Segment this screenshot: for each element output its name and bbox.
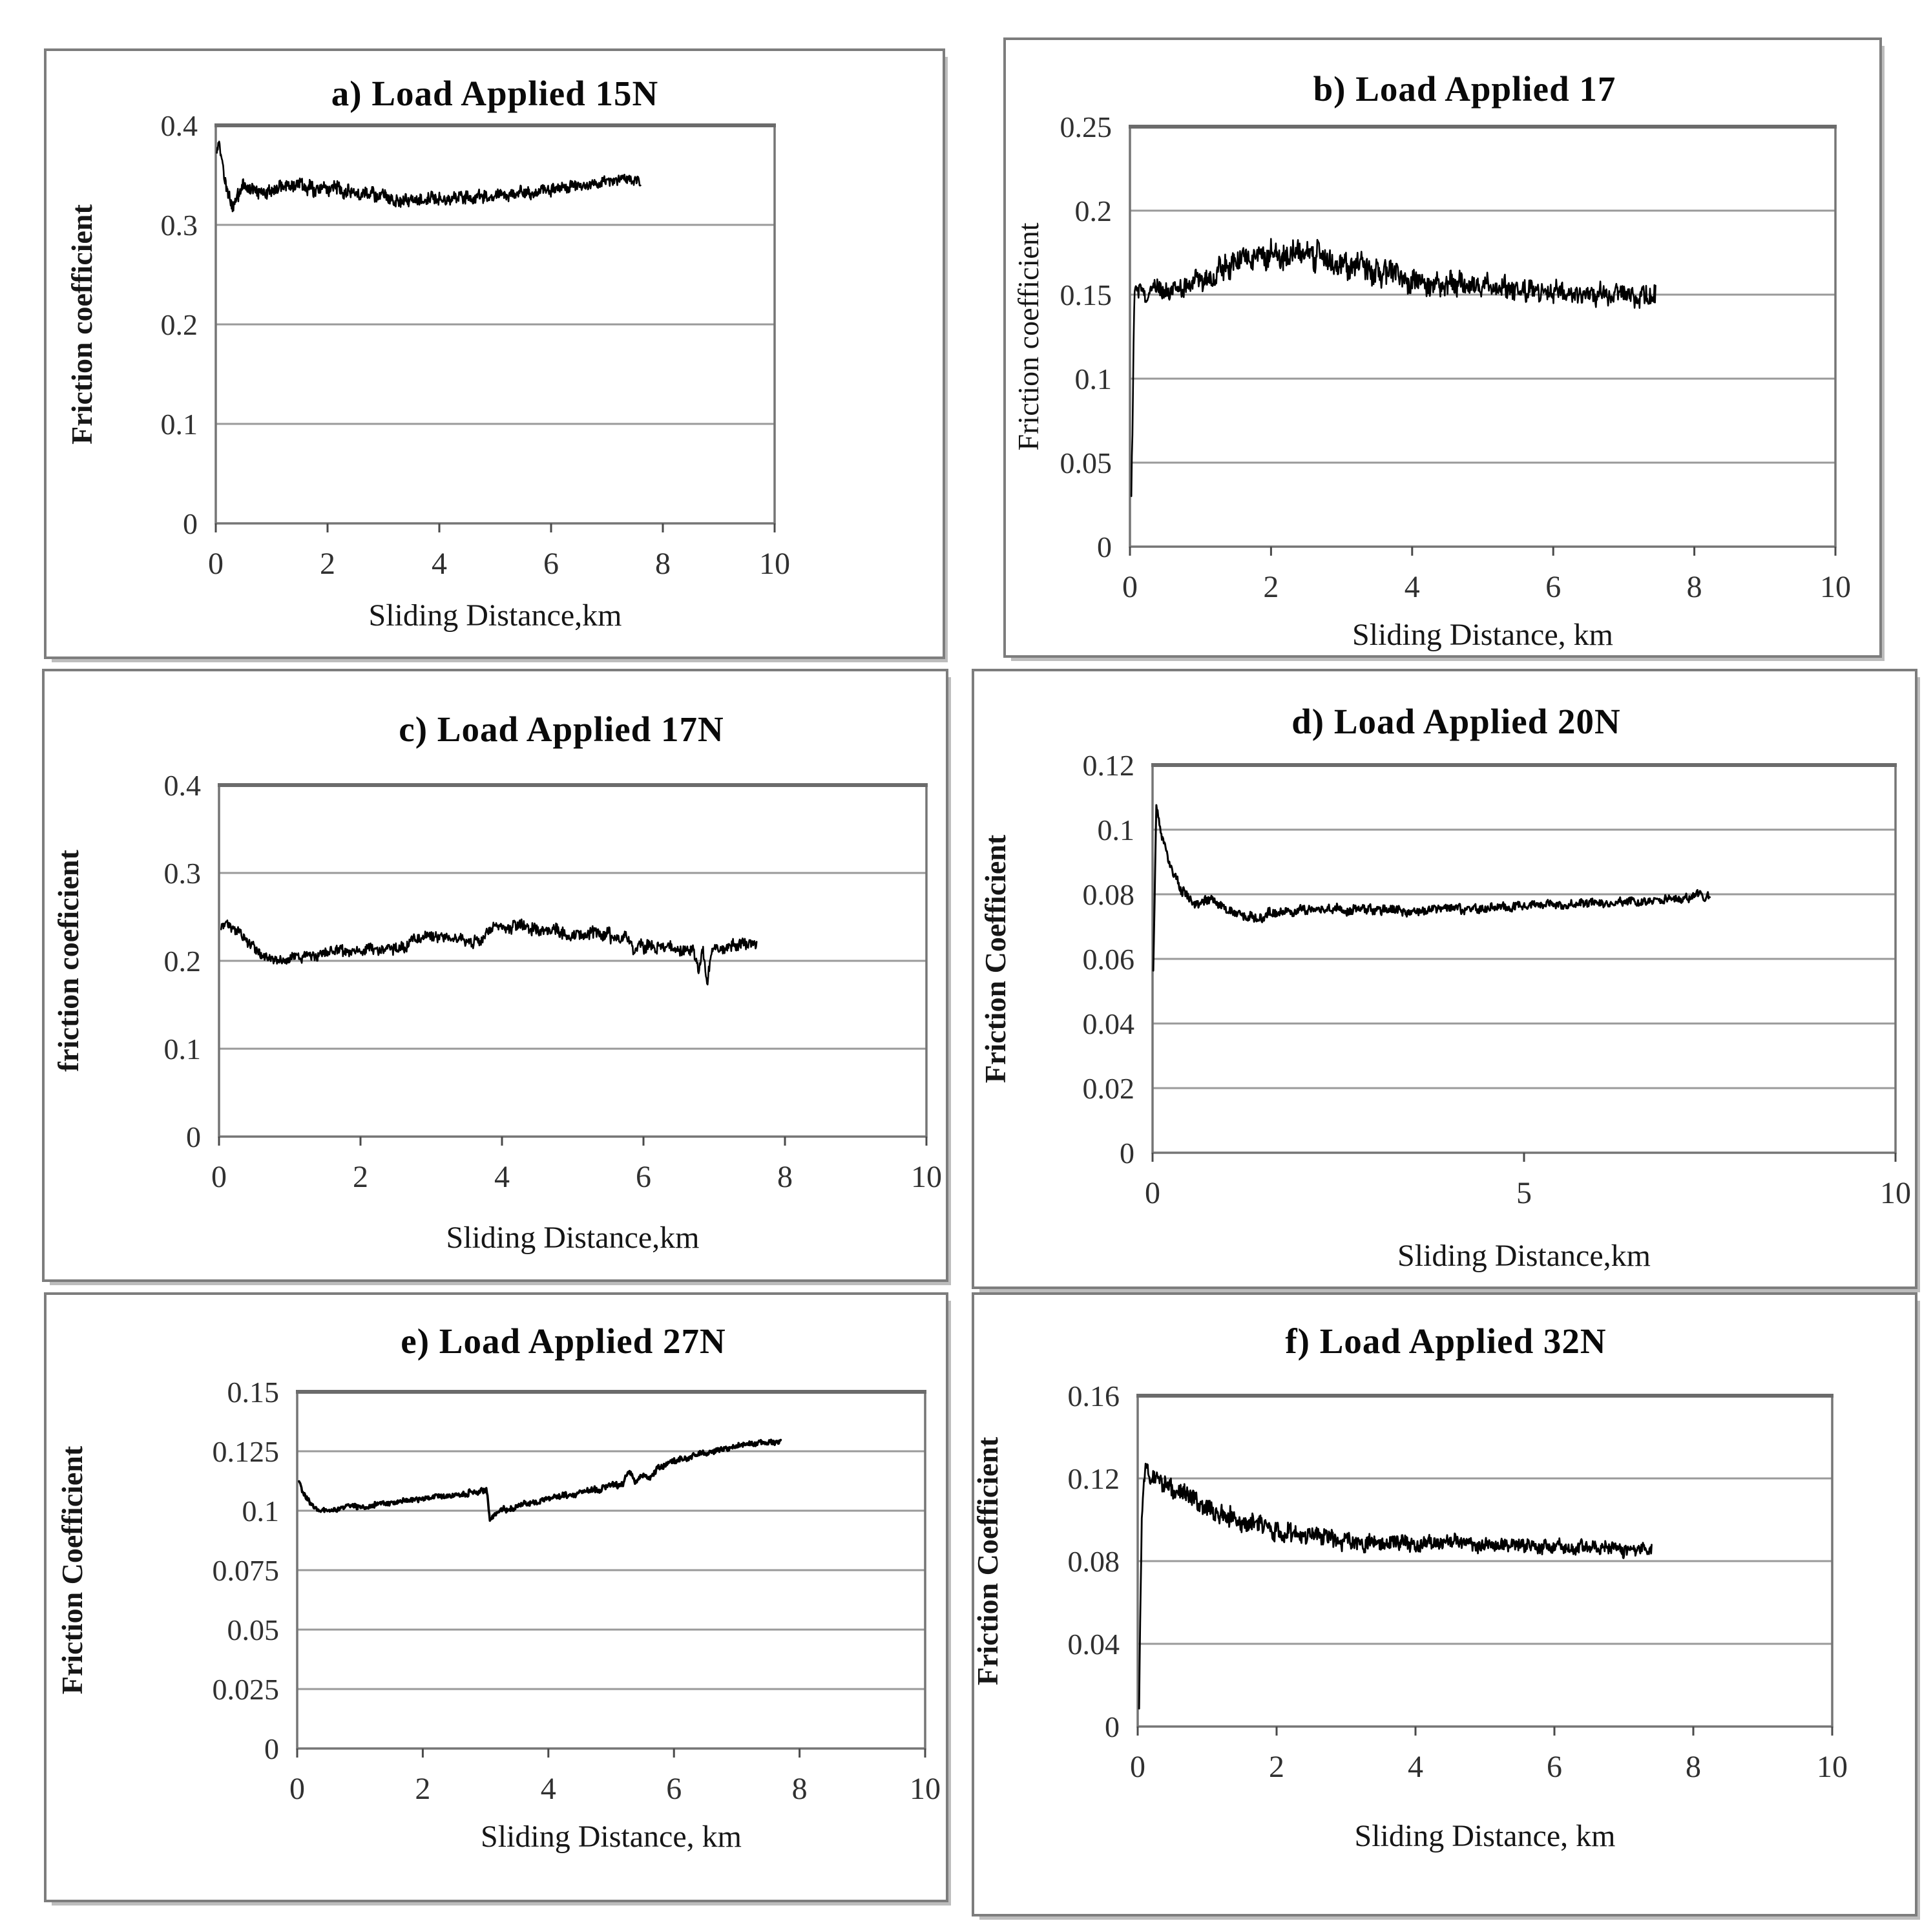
svg-text:Sliding Distance, km: Sliding Distance, km: [1355, 1819, 1616, 1853]
svg-text:Friction Coefficient: Friction Coefficient: [974, 1436, 1004, 1685]
chart-load-15n-svg: 0 0.1 0.2 0.3 0.4 0 2 4 6 8 10 Sliding Distance,km F…: [65, 109, 790, 633]
svg-text:8: 8: [1687, 570, 1702, 604]
svg-text:0.08: 0.08: [1068, 1545, 1120, 1578]
svg-text:4: 4: [432, 547, 447, 581]
svg-text:0.025: 0.025: [213, 1673, 280, 1706]
svg-text:2: 2: [1269, 1750, 1284, 1784]
svg-text:0.4: 0.4: [161, 109, 198, 142]
panel-load-15n: a) Load Applied 15N 0 0.1 0.2 0.3 0.4 0 2 4 6 8 10…: [44, 48, 945, 659]
chart-load-27n-svg: 0 0.025 0.05 0.075 0.1 0.125 0.15 0 2 4 6 8 10 Slidin…: [56, 1376, 941, 1854]
svg-text:0.04: 0.04: [1068, 1628, 1120, 1661]
svg-text:0: 0: [289, 1772, 305, 1806]
svg-text:0.075: 0.075: [213, 1554, 280, 1587]
svg-text:0.1: 0.1: [164, 1033, 202, 1066]
svg-text:0: 0: [1130, 1750, 1145, 1784]
svg-text:4: 4: [541, 1772, 556, 1806]
svg-text:0.1: 0.1: [242, 1495, 280, 1528]
svg-text:2: 2: [1263, 570, 1279, 604]
svg-text:0.12: 0.12: [1068, 1462, 1120, 1495]
svg-text:2: 2: [415, 1772, 430, 1806]
svg-text:Friction Coefficient: Friction Coefficient: [979, 834, 1012, 1083]
svg-text:8: 8: [655, 547, 671, 581]
panel-title-e: e) Load Applied 27N: [401, 1321, 726, 1361]
svg-text:0.06: 0.06: [1083, 943, 1135, 976]
panel-title-a: a) Load Applied 15N: [331, 74, 659, 113]
svg-text:0.25: 0.25: [1060, 110, 1112, 143]
svg-text:0.02: 0.02: [1083, 1072, 1135, 1105]
svg-text:Sliding Distance, km: Sliding Distance, km: [1352, 618, 1613, 652]
svg-text:2: 2: [320, 547, 335, 581]
panel-title-d: d) Load Applied 20N: [1291, 702, 1621, 741]
svg-text:6: 6: [636, 1160, 651, 1194]
svg-text:10: 10: [1880, 1176, 1911, 1210]
panel-load-32n: f) Load Applied 32N 0 0.04 0.08 0.12 0.16 0 2 4…: [972, 1292, 1917, 1916]
svg-text:6: 6: [1545, 570, 1561, 604]
svg-text:0: 0: [1122, 570, 1138, 604]
svg-text:0: 0: [208, 547, 224, 581]
svg-text:8: 8: [777, 1160, 793, 1194]
svg-text:0.3: 0.3: [164, 857, 202, 890]
svg-text:10: 10: [759, 547, 790, 581]
panel-load-17n: c) Load Applied 17N 0 0.1 0.2 0.3 0.4 0 2 4 6 8 10…: [42, 669, 948, 1282]
svg-text:6: 6: [543, 547, 559, 581]
panel-title-f: f) Load Applied 32N: [1285, 1321, 1607, 1361]
svg-text:4: 4: [1408, 1750, 1423, 1784]
svg-text:2: 2: [353, 1160, 368, 1194]
svg-text:Sliding Distance,km: Sliding Distance,km: [1397, 1239, 1651, 1273]
chart-load-32n-svg: 0 0.04 0.08 0.12 0.16 0 2 4 6 8 10 Sliding Distance…: [974, 1380, 1848, 1853]
panel-title-c: c) Load Applied 17N: [399, 709, 724, 749]
svg-text:0.12: 0.12: [1083, 749, 1135, 782]
chart-load-17-svg: 0 0.05 0.1 0.15 0.2 0.25 0 2 4 6 8 10 Sliding Distan…: [1012, 110, 1851, 652]
svg-text:6: 6: [666, 1772, 682, 1806]
svg-text:0.4: 0.4: [164, 769, 202, 802]
svg-text:4: 4: [1405, 570, 1420, 604]
panel-load-20n: d) Load Applied 20N 0 0.02 0.04 0.06 0.08 0.1…: [972, 669, 1917, 1289]
svg-text:8: 8: [1686, 1750, 1701, 1784]
svg-text:friction coeficient: friction coeficient: [52, 850, 85, 1072]
svg-text:0: 0: [264, 1732, 279, 1765]
svg-text:0.3: 0.3: [161, 209, 198, 242]
svg-text:0.15: 0.15: [1060, 278, 1112, 311]
svg-text:0: 0: [1105, 1710, 1120, 1743]
svg-text:Friction coefficient: Friction coefficient: [1012, 222, 1045, 450]
svg-text:0: 0: [1145, 1176, 1160, 1210]
chart-load-17n-svg: 0 0.1 0.2 0.3 0.4 0 2 4 6 8 10 Sliding Distance,km f…: [52, 769, 942, 1255]
svg-text:0: 0: [186, 1120, 201, 1153]
svg-text:0.05: 0.05: [1060, 446, 1112, 479]
panel-title-b: b) Load Applied 17: [1313, 69, 1616, 109]
svg-text:0.125: 0.125: [213, 1435, 280, 1468]
svg-text:0.15: 0.15: [227, 1376, 280, 1409]
svg-text:5: 5: [1516, 1176, 1532, 1210]
svg-text:0.08: 0.08: [1083, 878, 1135, 911]
svg-text:0.04: 0.04: [1083, 1007, 1135, 1040]
svg-text:0.1: 0.1: [1075, 362, 1112, 395]
svg-text:Friction coefficient: Friction coefficient: [65, 204, 98, 444]
svg-text:4: 4: [494, 1160, 510, 1194]
svg-text:0.1: 0.1: [161, 408, 198, 441]
svg-text:10: 10: [910, 1772, 941, 1806]
chart-load-20n-svg: 0 0.02 0.04 0.06 0.08 0.1 0.12 0 5 10 Sliding Dist…: [979, 749, 1911, 1273]
svg-text:Friction Coefficient: Friction Coefficient: [56, 1445, 89, 1694]
svg-text:6: 6: [1547, 1750, 1562, 1784]
panel-load-17: b) Load Applied 17 0 0.05 0.1 0.15 0.2 0.25 0 2…: [1003, 37, 1882, 658]
svg-text:0: 0: [183, 507, 198, 540]
svg-text:0.05: 0.05: [227, 1613, 280, 1646]
svg-text:Sliding Distance,km: Sliding Distance,km: [369, 598, 622, 633]
svg-text:0: 0: [211, 1160, 227, 1194]
svg-text:0.16: 0.16: [1068, 1380, 1120, 1412]
svg-text:Sliding Distance, km: Sliding Distance, km: [481, 1820, 742, 1854]
svg-text:10: 10: [911, 1160, 942, 1194]
svg-text:10: 10: [1820, 570, 1851, 604]
svg-text:0: 0: [1120, 1137, 1134, 1170]
svg-text:0.2: 0.2: [161, 308, 198, 341]
svg-text:0.2: 0.2: [164, 945, 202, 978]
svg-text:0.1: 0.1: [1098, 814, 1135, 846]
panel-load-27n: e) Load Applied 27N 0 0.025 0.05 0.075 0.1 0.…: [44, 1292, 948, 1902]
svg-text:8: 8: [792, 1772, 808, 1806]
svg-text:Sliding Distance,km: Sliding Distance,km: [446, 1221, 700, 1255]
svg-text:0: 0: [1097, 530, 1112, 563]
svg-text:0.2: 0.2: [1075, 194, 1112, 227]
svg-text:10: 10: [1817, 1750, 1848, 1784]
